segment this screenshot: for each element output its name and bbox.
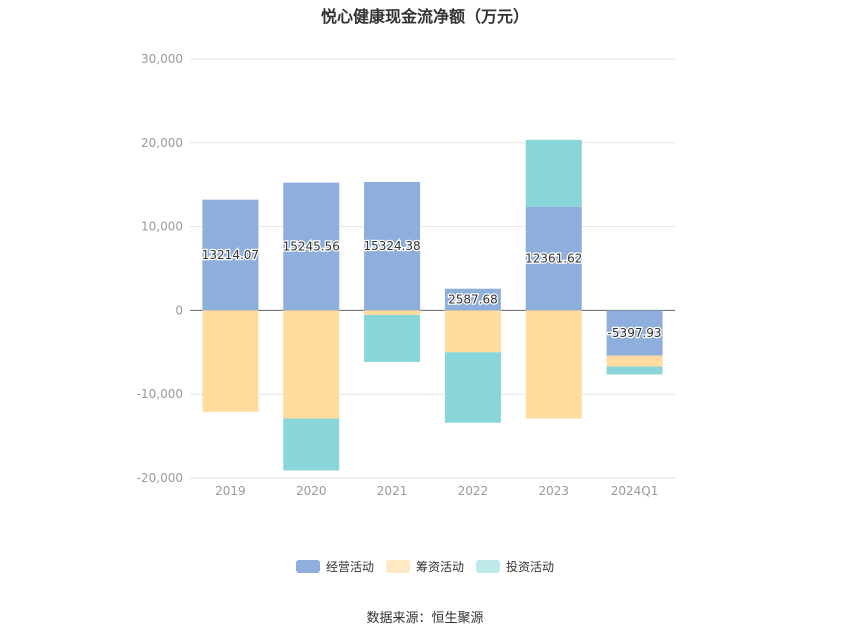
x-tick-label: 2024Q1 xyxy=(611,484,659,498)
bar-经营活动-2023 xyxy=(525,206,582,311)
y-tick-label: -10,000 xyxy=(137,387,183,401)
legend-item[interactable]: 经营活动 xyxy=(295,558,374,575)
legend-swatch xyxy=(476,560,500,573)
bar-投资活动-2020 xyxy=(283,418,340,471)
x-tick-label: 2020 xyxy=(296,484,327,498)
bar-经营活动-2019 xyxy=(202,199,259,311)
x-tick-label: 2021 xyxy=(377,484,408,498)
bar-经营活动-2021 xyxy=(364,181,421,311)
data-labels: 13214.07 15245.56 15324.38 2587.68 12361.62 -… xyxy=(201,238,663,341)
data-source: 数据来源：恒生聚源 xyxy=(366,611,484,626)
legend-label: 经营活动 xyxy=(325,560,374,574)
y-tick-label: 10,000 xyxy=(141,220,183,234)
data-label: 12361.62 xyxy=(525,252,582,266)
legend-item[interactable]: 筹资活动 xyxy=(385,558,464,575)
y-tick-label: 30,000 xyxy=(141,52,183,66)
legend-item[interactable]: 投资活动 xyxy=(476,558,554,575)
bar-经营活动-2020 xyxy=(283,182,340,311)
bar-筹资活动-2021 xyxy=(364,310,421,316)
data-label: 2587.68 xyxy=(448,293,498,307)
bar-筹资活动-2020 xyxy=(283,310,340,419)
data-label: -5397.93 xyxy=(608,326,662,340)
data-label: 13214.07 xyxy=(202,248,259,262)
legend-swatch xyxy=(385,560,410,573)
grid-lines xyxy=(190,58,675,479)
bar-筹资活动-2019 xyxy=(202,310,259,412)
axes: 30,000 20,000 10,000 0 -10,000 -20,000 2019 202… xyxy=(137,52,675,498)
y-tick-label: 20,000 xyxy=(141,136,183,150)
bar-筹资活动-2023 xyxy=(525,310,582,419)
x-tick-label: 2023 xyxy=(538,484,569,498)
bar-投资活动-2024Q1 xyxy=(606,366,663,375)
legend-swatch xyxy=(295,560,320,573)
bar-投资活动-2023 xyxy=(525,139,582,207)
bar-投资活动-2022 xyxy=(444,352,501,423)
y-tick-label: 0 xyxy=(175,303,183,317)
bar-经营活动-2022 xyxy=(444,288,501,311)
x-tick-label: 2019 xyxy=(215,484,246,498)
data-label: 15324.38 xyxy=(363,239,420,253)
bar-投资活动-2021 xyxy=(364,315,421,362)
bar-筹资活动-2024Q1 xyxy=(606,355,663,367)
legend: 经营活动 筹资活动 投资活动 xyxy=(0,558,850,575)
chart-title: 悦心健康现金流净额（万元） xyxy=(320,7,529,26)
bar-筹资活动-2022 xyxy=(444,310,501,353)
legend-label: 投资活动 xyxy=(506,560,555,574)
data-label: 15245.56 xyxy=(283,240,340,254)
bar-经营活动-2024Q1 xyxy=(606,310,663,356)
bars xyxy=(202,139,663,471)
legend-label: 筹资活动 xyxy=(415,560,464,574)
x-tick-label: 2022 xyxy=(458,484,489,498)
y-tick-label: -20,000 xyxy=(137,471,183,485)
